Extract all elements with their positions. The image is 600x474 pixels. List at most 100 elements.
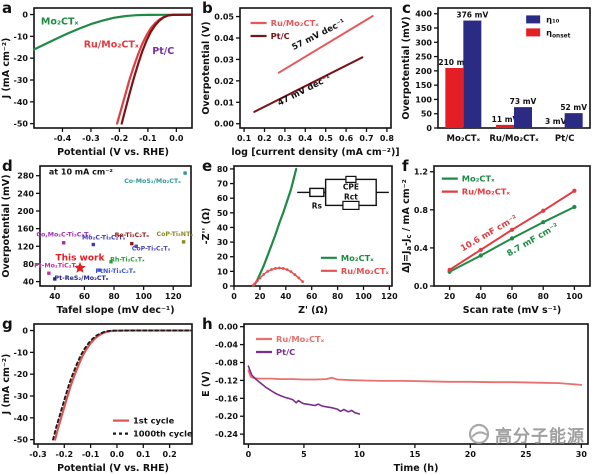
svg-text:0.8: 0.8 — [380, 134, 395, 143]
panel-g-chart: -0.3 -0.2 -0.1 0.0 0.1 0.2 0 -10 -20 -30 -40 -50 Pot… — [1, 323, 194, 474]
svg-text:350: 350 — [415, 24, 432, 33]
svg-text:0.4: 0.4 — [414, 244, 429, 253]
svg-text:0.6: 0.6 — [339, 134, 354, 143]
svg-text:at 10 mA cm⁻²: at 10 mA cm⁻² — [49, 167, 114, 176]
svg-text:250: 250 — [415, 53, 432, 62]
svg-text:0.00: 0.00 — [214, 120, 234, 129]
svg-text:0.01: 0.01 — [214, 98, 234, 107]
svg-text:-50: -50 — [14, 436, 29, 445]
svg-text:0.7: 0.7 — [359, 134, 373, 143]
svg-text:0.8: 0.8 — [414, 206, 429, 215]
svg-text:Ru/Mo₂CTₓ: Ru/Mo₂CTₓ — [489, 134, 539, 144]
svg-text:1.2: 1.2 — [414, 168, 428, 177]
svg-text:Mo₂CTₓ: Mo₂CTₓ — [462, 174, 495, 184]
svg-text:-0.2: -0.2 — [56, 450, 74, 459]
svg-text:0.00: 0.00 — [218, 323, 238, 332]
svg-text:-30: -30 — [14, 392, 29, 401]
svg-text:30: 30 — [576, 450, 588, 459]
panel-g: g -0.3 -0.2 -0.1 0.0 0.1 0.2 0 -10 -20 -30 -40 -50 P… — [0, 316, 200, 474]
svg-text:0.4: 0.4 — [298, 134, 313, 143]
watermark-text: 高分子能源 — [495, 426, 585, 447]
panel-letter: d — [2, 157, 13, 175]
svg-text:Mo₂CTₓ: Mo₂CTₓ — [341, 253, 374, 263]
svg-text:-0.24: -0.24 — [215, 430, 238, 439]
panel-letter: f — [402, 157, 409, 175]
svg-text:-0.08: -0.08 — [215, 359, 238, 368]
svg-text:0.0: 0.0 — [110, 450, 125, 459]
svg-text:160: 160 — [17, 225, 34, 234]
svg-text:-20: -20 — [14, 370, 29, 379]
panel-letter: b — [202, 0, 213, 17]
panel-f: f 20 40 60 80 100 0.0 0.4 0.8 1.2 Scan rate (mV s… — [400, 158, 600, 316]
svg-text:1000th cycle: 1000th cycle — [133, 429, 193, 439]
panel-letter: g — [2, 315, 13, 333]
svg-text:Mo₂CTₓ: Mo₂CTₓ — [447, 134, 481, 144]
svg-text:100: 100 — [415, 95, 432, 104]
svg-text:Pt-Mo₂TiC₂Tₓ: Pt-Mo₂TiC₂Tₓ — [34, 262, 79, 269]
panel-a-chart: -0.4 -0.3 -0.2 -0.1 0.0 0 -10 -20 -30 -40 -50 Poten… — [1, 7, 194, 158]
svg-text:-0.12: -0.12 — [215, 376, 238, 385]
svg-text:This work: This work — [55, 253, 105, 263]
svg-text:Pt/C: Pt/C — [276, 347, 295, 357]
svg-text:Co,Mo₂C-Ti₃C₂Tₓ: Co,Mo₂C-Ti₃C₂Tₓ — [36, 232, 91, 239]
svg-text:J (mA cm⁻²): J (mA cm⁻²) — [1, 354, 12, 416]
svg-text:J (mA cm⁻²): J (mA cm⁻²) — [1, 38, 12, 100]
svg-text:Overpotential (V): Overpotential (V) — [201, 21, 212, 114]
svg-text:10: 10 — [354, 450, 366, 459]
svg-text:-50: -50 — [14, 120, 29, 129]
svg-text:0: 0 — [22, 11, 28, 20]
svg-text:Pt/C: Pt/C — [152, 46, 174, 57]
svg-text:80: 80 — [538, 292, 550, 301]
svg-text:Re-Ti₃C₂Tₓ: Re-Ti₃C₂Tₓ — [115, 232, 150, 239]
svg-text:CoP-Ti₃C₂Tₓ: CoP-Ti₃C₂Tₓ — [132, 246, 171, 253]
svg-text:40: 40 — [475, 292, 487, 301]
svg-text:-0.2: -0.2 — [111, 134, 129, 143]
svg-text:Potential (V vs. RHE): Potential (V vs. RHE) — [57, 463, 169, 474]
svg-text:0.1: 0.1 — [136, 450, 151, 459]
svg-text:0.04: 0.04 — [214, 34, 234, 43]
svg-text:-0.20: -0.20 — [215, 412, 238, 421]
svg-text:CoP-Ti₃NTₓ: CoP-Ti₃NTₓ — [156, 231, 193, 238]
svg-text:200: 200 — [17, 207, 34, 216]
svg-text:Pt/C: Pt/C — [271, 31, 290, 41]
svg-text:73 mV: 73 mV — [510, 97, 537, 106]
svg-text:-0.16: -0.16 — [215, 394, 238, 403]
svg-text:-Z'' (Ω): -Z'' (Ω) — [201, 208, 212, 245]
svg-text:η₁₀: η₁₀ — [546, 14, 560, 24]
svg-text:-0.04: -0.04 — [215, 341, 238, 350]
svg-text:Mo₂CTₓ: Mo₂CTₓ — [41, 16, 79, 27]
svg-text:0: 0 — [231, 292, 237, 301]
svg-text:20: 20 — [465, 450, 477, 459]
svg-text:0.02: 0.02 — [214, 77, 234, 86]
svg-text:log [current density (mA cm⁻²): log [current density (mA cm⁻²)] — [231, 147, 399, 158]
svg-text:100: 100 — [135, 292, 152, 301]
svg-text:376 mV: 376 mV — [456, 11, 488, 20]
svg-text:150: 150 — [415, 81, 432, 90]
svg-text:Tafel slope (mV dec⁻¹): Tafel slope (mV dec⁻¹) — [56, 305, 174, 316]
svg-text:11 mV: 11 mV — [492, 115, 519, 124]
panel-h: h 0 5 10 15 20 25 30 0.00 -0.04 -0.08 -0.12 -0.16 -0… — [200, 316, 600, 474]
svg-text:Ru/Mo₂CTₓ: Ru/Mo₂CTₓ — [276, 334, 325, 344]
svg-text:70: 70 — [217, 180, 229, 189]
svg-text:PtNi-Ti₃C₂Tₓ: PtNi-Ti₃C₂Tₓ — [95, 268, 136, 275]
svg-text:ΔJ=Ja-Jc / mA cm⁻²: ΔJ=Ja-Jc / mA cm⁻² — [401, 179, 413, 273]
panel-c: c 0 50 100 150 200 250 300 350 400 Overpotential … — [400, 0, 600, 158]
svg-text:60: 60 — [79, 292, 91, 301]
svg-text:Pt/C: Pt/C — [555, 134, 575, 144]
svg-text:0.2: 0.2 — [163, 450, 177, 459]
panel-letter: e — [202, 157, 213, 175]
svg-text:E (V): E (V) — [201, 371, 212, 397]
panel-b: b 0.1 0.2 0.3 0.4 0.5 0.6 0.7 0.8 0.00 0.01 0.02 0.… — [200, 0, 400, 158]
svg-text:Ru/Mo₂CTₓ: Ru/Mo₂CTₓ — [341, 266, 390, 276]
svg-text:52 mV: 52 mV — [560, 103, 587, 112]
svg-text:20: 20 — [444, 292, 456, 301]
svg-text:-30: -30 — [14, 76, 29, 85]
svg-text:Scan rate (mV s⁻¹): Scan rate (mV s⁻¹) — [463, 305, 561, 316]
panel-d-chart: 40 60 80 100 120 40 80 120 160 200 240 280 Tafel slo… — [1, 165, 193, 316]
svg-text:-0.1: -0.1 — [82, 450, 100, 459]
svg-text:0.0: 0.0 — [414, 282, 429, 291]
svg-text:120: 120 — [165, 292, 182, 301]
svg-text:0: 0 — [246, 450, 252, 459]
svg-text:50: 50 — [217, 209, 229, 218]
